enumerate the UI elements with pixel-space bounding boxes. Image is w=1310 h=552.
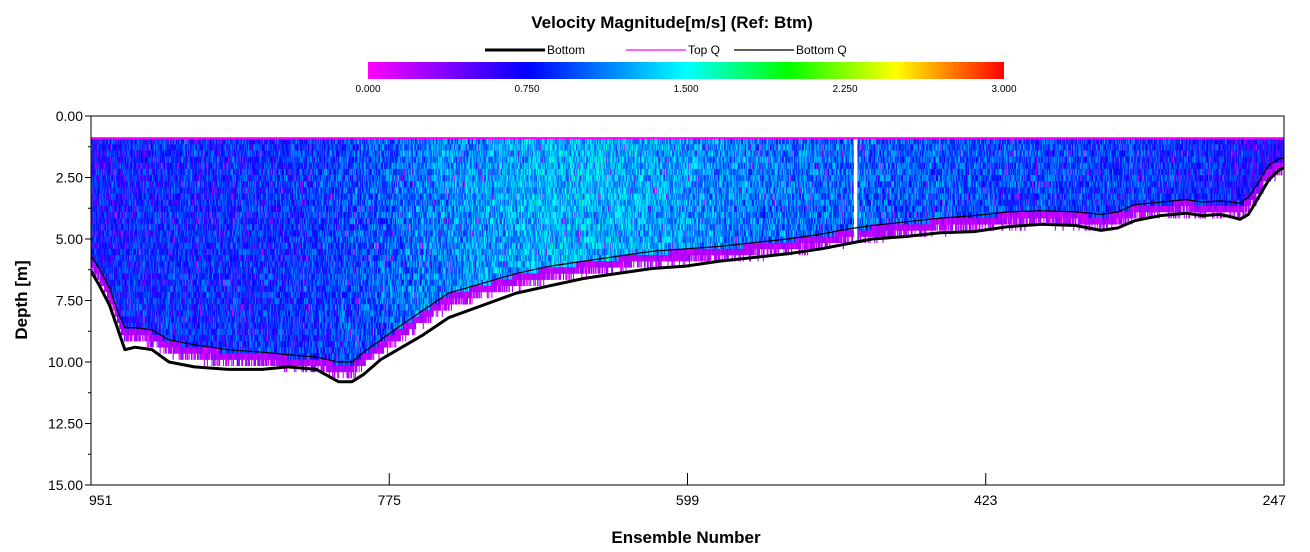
legend-label-bottom: Bottom xyxy=(547,43,585,57)
heatmap-cell xyxy=(185,353,186,359)
heatmap-cell xyxy=(153,341,154,347)
colorbar-ticks: 0.000 0.750 1.500 2.250 3.000 xyxy=(355,84,1016,95)
heatmap-cell xyxy=(187,353,188,359)
colorbar xyxy=(368,62,1004,79)
legend-label-top-q: Top Q xyxy=(688,43,720,57)
colorbar-tick-label: 0.000 xyxy=(355,84,380,95)
chart-title: Velocity Magnitude[m/s] (Ref: Btm) xyxy=(531,13,812,32)
heatmap-cell xyxy=(131,335,132,341)
heatmap-cell xyxy=(179,353,180,359)
colorbar-tick-label: 0.750 xyxy=(514,84,539,95)
plot-area xyxy=(91,138,1285,382)
heatmap-cell xyxy=(142,335,143,341)
heatmap-cell xyxy=(183,353,184,359)
colorbar-tick-label: 3.000 xyxy=(991,84,1016,95)
heatmap-cell xyxy=(137,335,138,341)
legend: Bottom Top Q Bottom Q xyxy=(485,43,847,57)
heatmap-cell xyxy=(191,353,192,359)
heatmap xyxy=(91,138,1285,378)
heatmap-cell xyxy=(189,353,190,359)
heatmap-cell xyxy=(171,347,172,353)
heatmap-cell xyxy=(147,341,148,347)
heatmap-cell xyxy=(128,335,129,341)
colorbar-tick-label: 1.500 xyxy=(673,84,698,95)
legend-label-bottom-q: Bottom Q xyxy=(796,43,847,57)
heatmap-cell xyxy=(160,347,161,353)
colorbar-tick-label: 2.250 xyxy=(832,84,857,95)
heatmap-cell xyxy=(163,347,164,353)
heatmap-cell xyxy=(144,335,145,341)
heatmap-cell xyxy=(173,353,174,359)
heatmap-cell xyxy=(125,335,126,341)
heatmap-cell xyxy=(147,335,148,341)
heatmap-cell xyxy=(166,347,167,353)
heatmap-cell xyxy=(157,341,158,347)
heatmap-cell xyxy=(140,335,141,341)
heatmap-cell xyxy=(148,341,149,347)
heatmap-cell xyxy=(98,273,99,279)
